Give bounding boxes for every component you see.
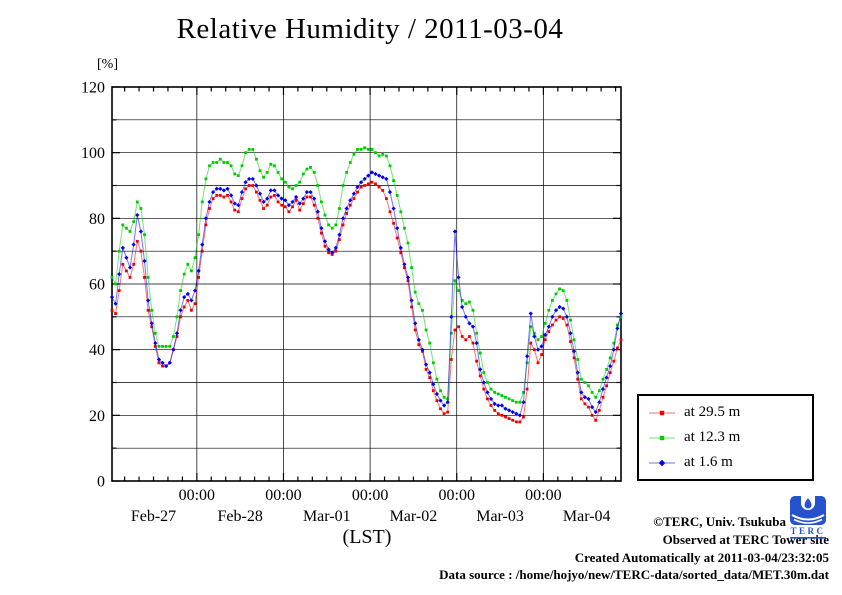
legend-box: at 29.5 m at 12.3 m at 1.6 m bbox=[637, 394, 814, 481]
logo-wave-2 bbox=[793, 518, 823, 524]
x-day-label: Feb-27 bbox=[131, 508, 176, 525]
x-day-label: Mar-01 bbox=[303, 508, 351, 525]
footer-created: Created Automatically at 2011-03-04/23:3… bbox=[574, 550, 829, 565]
x-time-tick-label: 00:00 bbox=[179, 487, 215, 504]
y-tick-label: 100 bbox=[81, 145, 105, 162]
chart-title: Relative Humidity / 2011-03-04 bbox=[176, 13, 564, 45]
x-time-tick-label: 00:00 bbox=[439, 487, 475, 504]
grid-lines bbox=[112, 87, 621, 481]
legend-item: at 29.5 m bbox=[649, 405, 808, 420]
x-time-tick-label: 00:00 bbox=[525, 487, 561, 504]
legend-item: at 1.6 m bbox=[649, 455, 808, 470]
footer-copyright: ©TERC, Univ. Tsukuba bbox=[653, 514, 786, 529]
footer-observed: Observed at TERC Tower site bbox=[662, 532, 829, 547]
logo-text: TERC bbox=[790, 526, 825, 536]
legend-marker-diamond bbox=[649, 459, 675, 466]
plot-border bbox=[111, 86, 622, 482]
legend-marker-square bbox=[649, 410, 675, 415]
series-at-29.5-m bbox=[110, 180, 623, 424]
y-axis-unit-label: [%] bbox=[97, 57, 118, 72]
x-time-tick-label: 00:00 bbox=[265, 487, 301, 504]
y-tick-label: 60 bbox=[89, 277, 105, 294]
y-tick-labels: 0 20 40 60 80 100 120 bbox=[81, 80, 105, 491]
y-tick-label: 120 bbox=[81, 80, 105, 97]
terc-logo: TERC bbox=[790, 496, 826, 539]
series-at-1.6-m bbox=[109, 170, 624, 418]
x-day-label: Mar-03 bbox=[476, 508, 524, 525]
y-tick-label: 80 bbox=[89, 211, 105, 228]
y-tick-label: 0 bbox=[97, 474, 105, 491]
legend-item-label: at 29.5 m bbox=[684, 404, 741, 420]
logo-waterdrop-icon bbox=[804, 498, 812, 509]
x-axis-label: (LST) bbox=[342, 526, 392, 548]
x-day-label: Mar-04 bbox=[563, 508, 611, 525]
footer-source: Data source : /home/hojyo/new/TERC-data/… bbox=[439, 567, 829, 582]
legend-item-label: at 1.6 m bbox=[684, 454, 733, 470]
y-tick-label: 20 bbox=[89, 408, 105, 425]
legend-marker-square bbox=[649, 435, 675, 440]
x-time-tick-label: 00:00 bbox=[352, 487, 388, 504]
x-day-label: Mar-02 bbox=[390, 508, 438, 525]
y-tick-label: 40 bbox=[89, 342, 105, 359]
logo-rule bbox=[790, 537, 826, 539]
legend-item-label: at 12.3 m bbox=[684, 429, 741, 445]
x-day-label: Feb-28 bbox=[217, 508, 262, 525]
legend-item: at 12.3 m bbox=[649, 430, 808, 445]
logo-wave-1 bbox=[791, 514, 825, 521]
